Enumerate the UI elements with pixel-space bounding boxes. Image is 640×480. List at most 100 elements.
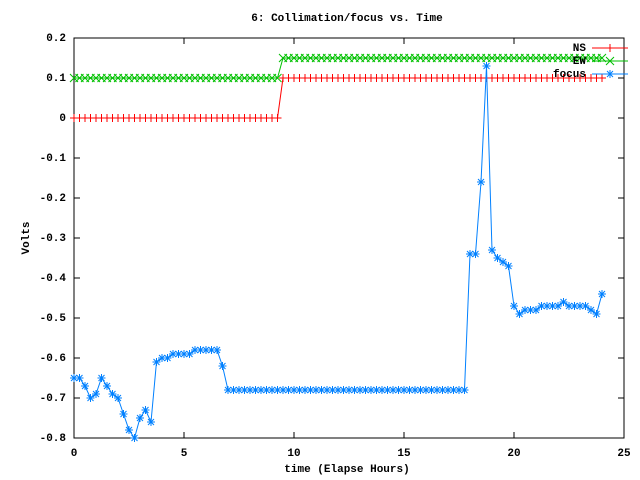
data-point <box>460 386 469 394</box>
data-point <box>383 386 392 394</box>
data-point <box>125 426 133 434</box>
data-point <box>235 386 243 394</box>
data-point <box>515 310 524 318</box>
data-point <box>97 374 106 382</box>
data-point <box>411 386 419 394</box>
data-point <box>174 350 183 358</box>
data-point <box>427 386 436 394</box>
data-point <box>81 382 89 390</box>
legend-label: NS <box>573 43 587 55</box>
data-point <box>339 386 348 394</box>
data-point <box>438 386 447 394</box>
data-point <box>356 386 364 394</box>
data-point <box>262 386 271 394</box>
data-point <box>114 394 122 402</box>
data-point <box>163 354 172 362</box>
data-point <box>598 290 606 298</box>
data-point <box>576 302 584 310</box>
data-point <box>169 350 177 358</box>
legend-marker <box>605 56 615 66</box>
data-point <box>488 246 496 254</box>
data-point <box>554 302 562 310</box>
data-point <box>416 386 425 394</box>
data-point <box>565 302 573 310</box>
data-point <box>70 374 78 382</box>
data-point <box>207 346 216 354</box>
data-point <box>526 306 535 314</box>
data-point <box>477 178 485 186</box>
data-point <box>532 306 540 314</box>
data-point <box>504 262 513 270</box>
data-point <box>141 406 150 414</box>
data-point <box>471 250 480 258</box>
data-point <box>86 394 95 402</box>
series-line <box>74 77 602 119</box>
legend-marker <box>606 44 614 52</box>
data-point <box>273 386 282 394</box>
y-tick-label: -0.4 <box>40 273 67 285</box>
data-point <box>147 418 155 426</box>
data-point <box>405 386 414 394</box>
data-point <box>273 114 282 122</box>
y-tick-label: -0.5 <box>40 313 67 325</box>
data-point <box>251 386 260 394</box>
data-point <box>279 386 287 394</box>
data-point <box>493 254 502 262</box>
data-point <box>361 386 370 394</box>
data-point <box>323 386 331 394</box>
data-point <box>510 302 518 310</box>
data-point <box>180 350 188 358</box>
data-point <box>240 386 249 394</box>
data-point <box>334 386 342 394</box>
data-point <box>196 346 205 354</box>
data-point <box>103 382 111 390</box>
data-point <box>372 386 381 394</box>
series-line <box>74 65 603 440</box>
data-point <box>598 74 606 82</box>
data-point <box>130 434 139 442</box>
data-point <box>482 62 491 70</box>
y-tick-label: 0.1 <box>46 73 66 85</box>
data-point <box>543 302 551 310</box>
data-point <box>537 302 546 310</box>
y-tick-label: -0.7 <box>40 393 66 405</box>
data-point <box>295 386 304 394</box>
data-point <box>394 386 403 394</box>
data-point <box>152 358 161 366</box>
y-axis-label: Volts <box>21 221 33 254</box>
plot-border <box>73 37 625 439</box>
legend-marker <box>606 70 614 78</box>
x-tick-label: 15 <box>397 448 411 460</box>
data-point <box>378 386 386 394</box>
data-point <box>422 386 430 394</box>
y-tick-label: 0.2 <box>46 33 66 45</box>
y-tick-label: -0.6 <box>40 353 66 365</box>
x-tick-label: 0 <box>71 448 78 460</box>
data-point <box>400 386 408 394</box>
y-tick-label: -0.3 <box>40 233 67 245</box>
data-point <box>158 354 166 362</box>
data-point <box>328 386 337 394</box>
data-point <box>246 386 254 394</box>
data-point <box>444 386 452 394</box>
data-point <box>449 386 458 394</box>
data-point <box>548 302 557 310</box>
data-point <box>312 386 320 394</box>
data-point <box>466 250 474 258</box>
y-tick-label: -0.2 <box>40 193 66 205</box>
x-axis-label: time (Elapse Hours) <box>284 464 409 476</box>
x-tick-label: 20 <box>507 448 520 460</box>
data-point <box>389 386 397 394</box>
x-tick-label: 25 <box>617 448 631 460</box>
data-point <box>455 386 463 394</box>
data-point <box>581 302 590 310</box>
data-point <box>202 346 210 354</box>
data-point <box>273 73 282 83</box>
data-point <box>345 386 353 394</box>
data-point <box>92 390 100 398</box>
data-point <box>587 306 595 314</box>
data-point <box>136 414 144 422</box>
data-point <box>592 310 601 318</box>
